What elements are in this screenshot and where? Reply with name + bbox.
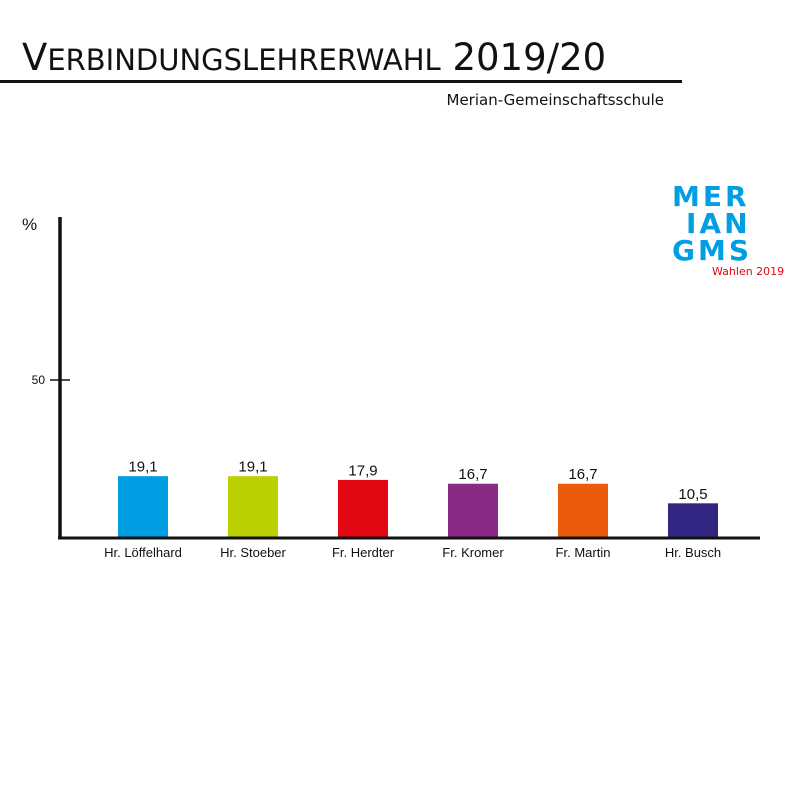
school-logo: MER IAN GMS Wahlen 2019	[672, 180, 792, 279]
y-tick-label: 50	[32, 373, 46, 387]
data-label: 10,5	[678, 486, 707, 503]
x-tick-label: Hr. Löffelhard	[104, 545, 182, 560]
bar	[338, 479, 388, 537]
logo-caption: Wahlen 2019	[712, 265, 785, 278]
data-label: 16,7	[458, 466, 487, 483]
logo-line-1: MER	[672, 180, 750, 213]
x-tick-label: Fr. Martin	[556, 545, 611, 560]
page-title: Verbindungslehrerwahl 2019/20	[22, 34, 606, 84]
logo-line-3: GMS	[672, 234, 753, 267]
bar	[668, 503, 718, 537]
title-rule	[0, 80, 682, 83]
x-tick-label: Fr. Herdter	[332, 545, 395, 560]
x-tick-label: Fr. Kromer	[442, 545, 504, 560]
title-initial: V	[22, 36, 48, 79]
logo-line-2: IAN	[686, 207, 751, 240]
data-label: 17,9	[348, 462, 377, 479]
page-subtitle: Merian-Gemeinschaftsschule	[446, 91, 664, 109]
bar	[448, 483, 498, 537]
title-word-rest: erbindungslehrerwahl	[47, 43, 441, 77]
title-year: 2019/20	[440, 36, 607, 79]
bar	[558, 483, 608, 537]
bar	[228, 476, 278, 537]
data-label: 19,1	[238, 459, 267, 476]
data-label: 19,1	[128, 459, 157, 476]
x-tick-label: Hr. Stoeber	[220, 545, 286, 560]
x-tick-label: Hr. Busch	[665, 545, 721, 560]
bar	[118, 476, 168, 537]
y-axis-label: %	[22, 215, 37, 234]
data-label: 16,7	[568, 466, 597, 483]
